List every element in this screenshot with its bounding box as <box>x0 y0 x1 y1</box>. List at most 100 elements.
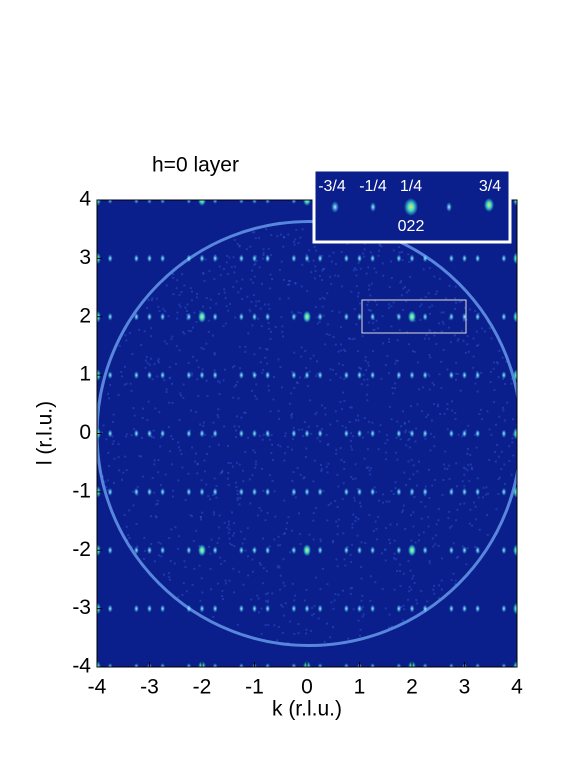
noise <box>334 343 337 346</box>
noise <box>128 332 131 335</box>
noise <box>262 537 265 540</box>
bragg-spot <box>448 429 454 438</box>
noise <box>305 447 308 450</box>
noise <box>458 300 461 303</box>
noise <box>209 298 212 301</box>
noise <box>283 614 286 617</box>
noise <box>171 382 174 385</box>
noise <box>236 497 239 500</box>
noise <box>280 260 283 263</box>
bragg-spot <box>291 663 297 667</box>
noise <box>252 570 255 573</box>
noise <box>291 370 294 373</box>
noise <box>385 451 388 454</box>
noise <box>158 361 161 364</box>
noise <box>261 257 264 260</box>
noise <box>407 420 410 423</box>
noise <box>335 448 338 451</box>
noise <box>429 432 432 435</box>
noise <box>438 322 441 325</box>
noise <box>359 267 362 270</box>
noise <box>194 452 197 455</box>
noise <box>232 285 235 288</box>
noise <box>359 368 362 371</box>
noise <box>223 368 226 371</box>
noise <box>288 283 291 286</box>
noise <box>468 522 471 525</box>
x-tick-label: -1 <box>245 676 264 699</box>
noise <box>216 414 219 417</box>
noise <box>431 381 434 384</box>
noise <box>334 500 337 503</box>
noise <box>200 577 203 580</box>
noise <box>327 443 330 446</box>
noise <box>143 536 146 539</box>
noise <box>398 251 401 254</box>
noise <box>482 496 485 499</box>
noise <box>303 421 306 424</box>
noise <box>472 355 475 358</box>
noise <box>351 338 354 341</box>
bragg-spot <box>252 200 257 204</box>
noise <box>235 486 238 489</box>
noise <box>331 539 334 542</box>
bragg-spot <box>357 546 362 555</box>
noise <box>456 508 459 511</box>
noise <box>186 303 189 306</box>
bragg-spot <box>357 371 362 380</box>
noise <box>316 437 319 440</box>
noise <box>381 315 384 318</box>
noise <box>490 433 493 436</box>
noise <box>246 527 249 530</box>
noise <box>360 565 363 568</box>
noise <box>386 354 389 357</box>
noise <box>349 587 352 590</box>
noise <box>238 244 241 247</box>
noise <box>213 353 216 356</box>
noise <box>403 608 406 611</box>
noise <box>415 484 418 487</box>
noise <box>381 493 384 496</box>
noise <box>371 350 374 353</box>
noise <box>366 384 369 387</box>
noise <box>278 544 281 547</box>
noise <box>120 371 123 374</box>
noise <box>312 480 315 483</box>
noise <box>359 505 362 508</box>
noise <box>511 441 514 444</box>
noise <box>347 337 350 340</box>
noise <box>204 433 207 436</box>
noise <box>181 466 184 469</box>
noise <box>461 480 464 483</box>
bragg-spot <box>198 544 206 557</box>
bragg-spot <box>408 310 416 323</box>
bragg-spot <box>422 604 428 613</box>
noise <box>236 242 239 245</box>
noise <box>132 504 135 507</box>
bragg-spot <box>265 429 271 438</box>
noise <box>362 252 365 255</box>
noise <box>172 276 175 279</box>
bragg-spot <box>212 371 218 380</box>
noise <box>292 471 295 474</box>
noise <box>280 233 283 236</box>
noise <box>370 467 373 470</box>
noise <box>433 592 436 595</box>
noise <box>362 373 365 376</box>
noise <box>170 338 173 341</box>
noise <box>258 561 261 564</box>
noise <box>382 342 385 345</box>
noise <box>181 593 184 596</box>
bragg-spot <box>343 429 349 438</box>
noise <box>247 332 250 335</box>
noise <box>414 541 417 544</box>
noise <box>353 307 356 310</box>
noise <box>217 582 220 585</box>
noise <box>343 558 346 561</box>
noise <box>163 379 166 382</box>
bragg-spot <box>396 487 402 496</box>
bragg-spot <box>160 371 166 380</box>
bragg-spot <box>160 312 166 321</box>
noise <box>505 360 508 363</box>
noise <box>117 456 120 459</box>
